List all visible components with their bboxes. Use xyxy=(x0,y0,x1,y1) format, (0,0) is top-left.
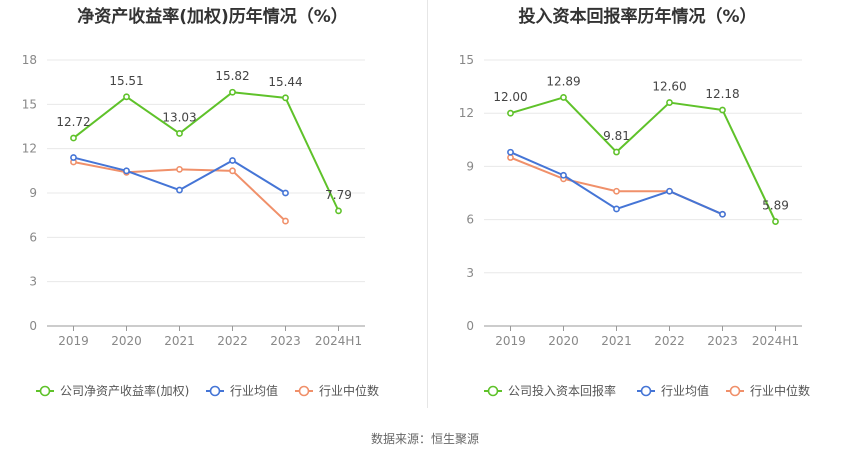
roe-legend-label-industry_avg: 行业均值 xyxy=(230,383,278,398)
roe-xtick-label: 2021 xyxy=(164,334,195,348)
roic-legend-label-company: 公司投入资本回报率 xyxy=(508,383,616,398)
roe-xtick-label: 2023 xyxy=(270,334,301,348)
chart-title-roe: 净资产收益率(加权)历年情况（%） xyxy=(77,7,348,27)
roic-ytick-label: 9 xyxy=(466,159,474,173)
roe-ytick-label: 9 xyxy=(29,186,37,200)
roic-point-industry_median xyxy=(613,187,620,195)
roic-xtick-label: 2023 xyxy=(707,334,738,348)
roe-data-label: 7.79 xyxy=(325,188,352,202)
roe-ytick-label: 15 xyxy=(22,97,37,111)
roic-legend-marker-company xyxy=(487,385,499,397)
roic-point-industry_avg xyxy=(719,210,726,218)
roic-point-industry_avg xyxy=(613,205,620,213)
roic-ytick-label: 0 xyxy=(466,319,474,333)
roic-xtick-label: 2024H1 xyxy=(752,334,799,348)
roe-data-label: 15.82 xyxy=(215,69,249,83)
roic-series-line-company xyxy=(510,96,777,222)
roic-xtick-label: 2021 xyxy=(601,334,632,348)
roic-ytick-label: 12 xyxy=(459,106,474,120)
roe-xtick-label: 2024H1 xyxy=(315,334,362,348)
roic-xtick-label: 2022 xyxy=(654,334,685,348)
chart-roe: 0 3 6 9 12 15 18 2019 2020 2021 2022 2023 2024H1 12.7… xyxy=(22,53,379,398)
roe-point-industry_avg xyxy=(70,154,77,161)
roe-xtick-label: 2020 xyxy=(111,334,142,348)
roe-xtick-label: 2022 xyxy=(217,334,248,348)
roe-point-industry_avg xyxy=(123,167,130,175)
roe-point-company xyxy=(123,93,130,101)
roic-legend-marker-industry_median xyxy=(729,385,741,397)
roe-point-industry_median xyxy=(229,167,236,175)
roic-data-label: 5.89 xyxy=(762,199,789,213)
roic-point-company xyxy=(613,148,620,156)
roic-data-label: 12.00 xyxy=(493,90,527,104)
roic-legend-label-industry_avg: 行业均值 xyxy=(661,383,709,398)
roe-point-industry_median xyxy=(282,217,289,225)
roic-point-company xyxy=(666,99,673,106)
roic-point-industry_avg xyxy=(560,171,567,179)
roic-data-label: 12.89 xyxy=(546,74,580,88)
roe-ytick-label: 3 xyxy=(29,275,37,289)
roic-point-company xyxy=(719,106,726,114)
roe-data-label: 15.51 xyxy=(109,74,143,88)
roic-data-label: 12.60 xyxy=(652,80,686,94)
roe-point-industry_avg xyxy=(229,157,236,164)
roe-legend-label-company: 公司净资产收益率(加权) xyxy=(60,383,189,398)
roe-point-industry_avg xyxy=(282,189,289,197)
roe-legend-marker-company xyxy=(39,385,51,397)
roic-point-company xyxy=(507,109,514,117)
roic-xtick-label: 2019 xyxy=(495,334,526,348)
data-source: 数据来源：恒生聚源 xyxy=(370,432,479,446)
roic-point-company xyxy=(560,94,567,101)
roe-point-company xyxy=(229,88,236,96)
roic-series-line-industry_avg xyxy=(510,151,723,216)
roic-ytick-label: 3 xyxy=(466,266,474,280)
roic-data-label: 12.18 xyxy=(705,87,739,101)
panel-divider xyxy=(427,0,428,408)
roic-xtick-label: 2020 xyxy=(548,334,579,348)
roe-data-label: 15.44 xyxy=(268,75,302,89)
roe-point-industry_median xyxy=(176,165,183,173)
roe-legend-label-industry_median: 行业中位数 xyxy=(319,383,379,398)
roe-point-company xyxy=(335,207,342,215)
roic-legend-label-industry_median: 行业中位数 xyxy=(750,383,810,398)
roe-data-label: 12.72 xyxy=(56,115,90,129)
chart-title-roic: 投入资本回报率历年情况（%） xyxy=(518,7,757,27)
roic-ytick-label: 15 xyxy=(459,53,474,67)
roe-xtick-label: 2019 xyxy=(58,334,89,348)
roic-point-industry_avg xyxy=(666,187,673,195)
roic-ytick-label: 6 xyxy=(466,213,474,227)
chart-roic: 0 3 6 9 12 15 2019 2020 2021 2022 2023 2024H1 12.00 1… xyxy=(459,53,810,398)
roe-legend-marker-industry_median xyxy=(298,385,310,397)
roe-point-company xyxy=(70,134,77,142)
roe-ytick-label: 12 xyxy=(22,142,37,156)
roic-legend-marker-industry_avg xyxy=(640,385,652,397)
roe-ytick-label: 6 xyxy=(29,230,37,244)
roe-legend-marker-industry_avg xyxy=(209,385,221,397)
roe-series-line-company xyxy=(72,91,340,212)
roic-point-company xyxy=(772,218,779,225)
roe-point-company xyxy=(176,130,183,137)
roe-data-label: 13.03 xyxy=(162,110,196,124)
roic-point-industry_avg xyxy=(507,148,514,156)
roic-data-label: 9.81 xyxy=(603,129,630,143)
roe-ytick-label: 18 xyxy=(22,53,37,67)
roe-point-company xyxy=(282,94,289,102)
roe-ytick-label: 0 xyxy=(29,319,37,333)
roe-point-industry_avg xyxy=(176,186,183,194)
roic-point-industry_median xyxy=(507,154,514,161)
